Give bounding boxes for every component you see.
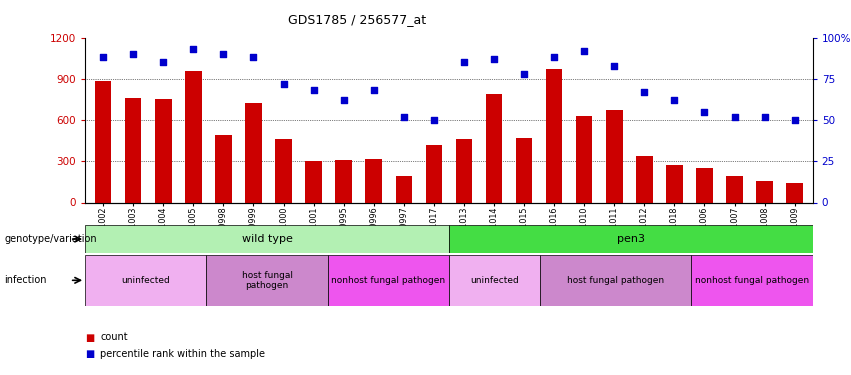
Text: nonhost fungal pathogen: nonhost fungal pathogen xyxy=(331,276,445,285)
Bar xyxy=(696,168,713,202)
Bar xyxy=(666,165,683,202)
Bar xyxy=(185,70,202,202)
Point xyxy=(277,81,290,87)
Point xyxy=(757,114,771,120)
Point xyxy=(307,87,321,93)
Point xyxy=(547,54,561,60)
Point xyxy=(127,51,140,57)
Point xyxy=(517,71,531,77)
Bar xyxy=(426,145,443,202)
Text: genotype/variation: genotype/variation xyxy=(4,234,97,244)
Bar xyxy=(85,255,206,306)
Point xyxy=(788,117,802,123)
Bar xyxy=(328,255,449,306)
Bar xyxy=(245,104,262,202)
Bar xyxy=(691,255,813,306)
Bar xyxy=(540,255,691,306)
Bar xyxy=(85,225,449,253)
Bar xyxy=(449,255,540,306)
Point xyxy=(337,97,351,103)
Bar xyxy=(486,94,502,202)
Text: ■: ■ xyxy=(85,333,94,342)
Bar xyxy=(449,225,813,253)
Text: uninfected: uninfected xyxy=(470,276,519,285)
Bar xyxy=(545,69,563,203)
Point xyxy=(698,109,711,115)
Bar xyxy=(275,139,292,202)
Point xyxy=(577,48,591,54)
Bar xyxy=(757,180,773,203)
Bar xyxy=(365,159,382,203)
Point xyxy=(457,59,471,65)
Text: infection: infection xyxy=(4,275,47,285)
Bar xyxy=(576,116,592,202)
Text: ■: ■ xyxy=(85,350,94,359)
Point xyxy=(186,46,200,52)
Point xyxy=(157,59,170,65)
Text: host fungal
pathogen: host fungal pathogen xyxy=(242,271,293,290)
Bar xyxy=(125,98,141,202)
Bar xyxy=(215,135,231,202)
Text: percentile rank within the sample: percentile rank within the sample xyxy=(100,350,266,359)
Bar xyxy=(335,160,352,202)
Bar xyxy=(786,183,803,203)
Bar xyxy=(94,81,111,203)
Bar xyxy=(606,110,623,202)
Bar xyxy=(455,139,472,202)
Bar xyxy=(396,176,412,203)
Point xyxy=(667,97,681,103)
Bar xyxy=(155,99,172,202)
Point xyxy=(427,117,441,123)
Bar xyxy=(306,161,322,202)
Point xyxy=(217,51,231,57)
Text: uninfected: uninfected xyxy=(122,276,170,285)
Text: wild type: wild type xyxy=(242,234,293,244)
Point xyxy=(487,56,500,62)
Bar xyxy=(636,156,653,203)
Bar xyxy=(726,176,743,202)
Bar xyxy=(516,138,533,202)
Point xyxy=(367,87,380,93)
Point xyxy=(728,114,741,120)
Text: nonhost fungal pathogen: nonhost fungal pathogen xyxy=(695,276,809,285)
Point xyxy=(608,63,621,69)
Point xyxy=(247,54,260,60)
Text: host fungal pathogen: host fungal pathogen xyxy=(567,276,665,285)
Text: pen3: pen3 xyxy=(617,234,645,244)
Text: count: count xyxy=(100,333,128,342)
Point xyxy=(637,89,651,95)
Text: GDS1785 / 256577_at: GDS1785 / 256577_at xyxy=(288,13,426,26)
Point xyxy=(96,54,110,60)
Point xyxy=(397,114,411,120)
Bar xyxy=(206,255,328,306)
